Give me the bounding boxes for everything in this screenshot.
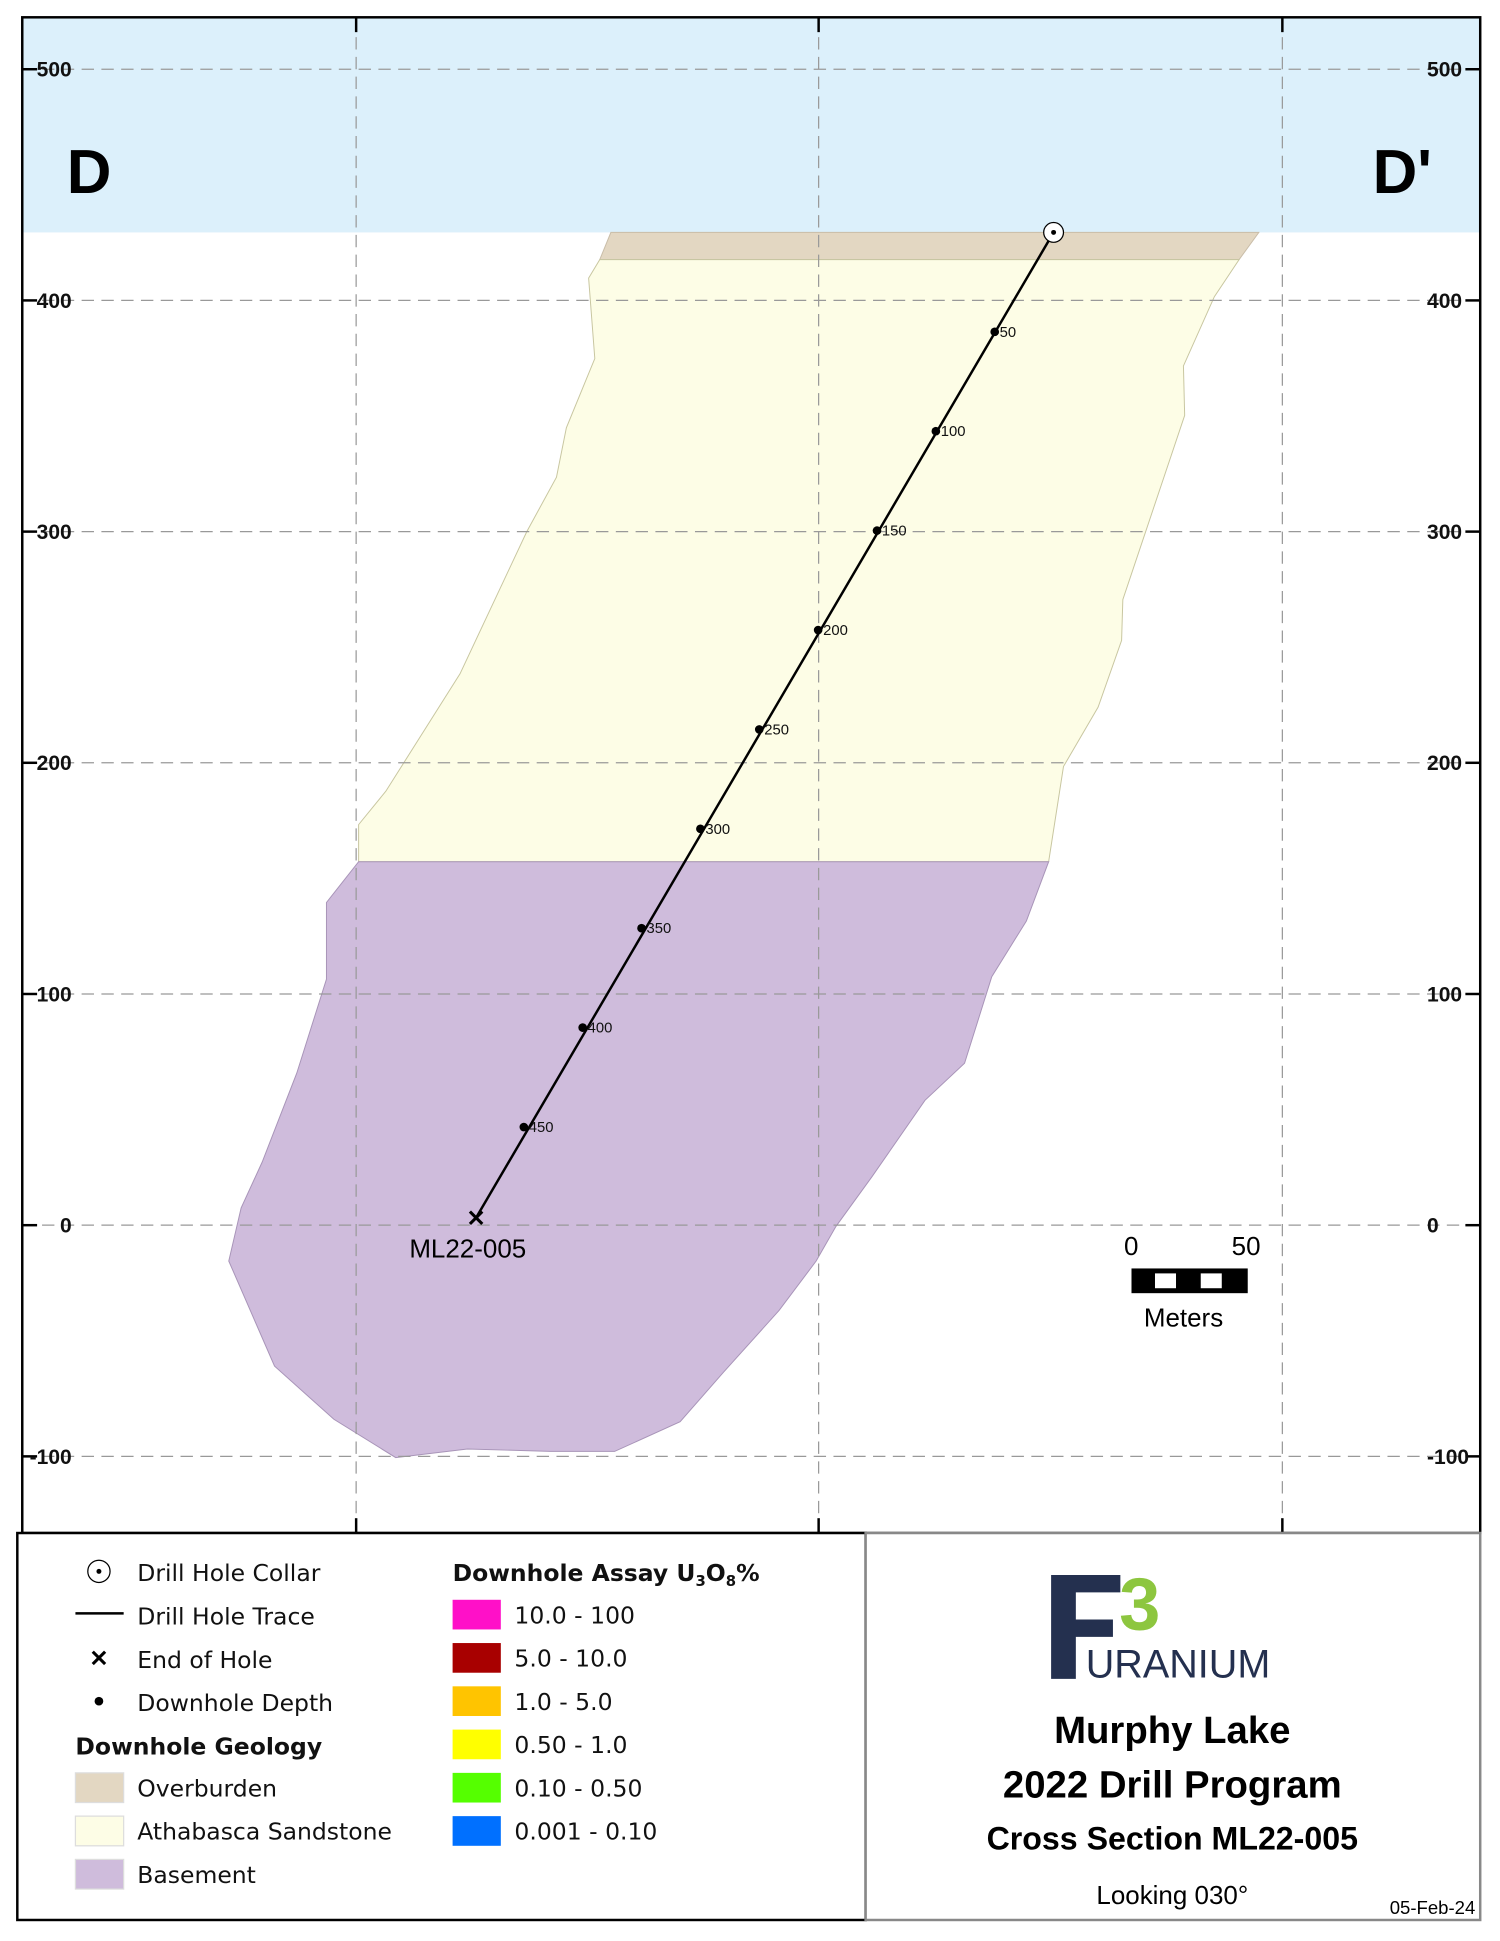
depth-label: 450 (529, 1120, 554, 1136)
elevation-label-left: 300 (37, 521, 72, 544)
elevation-label-right: 400 (1427, 290, 1462, 313)
elevation-label-left: 200 (37, 752, 72, 775)
assay-label: 0.001 - 0.10 (514, 1818, 657, 1846)
geology-title: Downhole Geology (75, 1732, 322, 1760)
scale-bar (1131, 1268, 1248, 1294)
assay-title: Downhole Assay U3O8% (453, 1559, 760, 1590)
depth-marker (813, 625, 823, 635)
grid-lines (355, 17, 1283, 1534)
depth-marker (754, 725, 764, 734)
project-title: Murphy Lake (1054, 1709, 1290, 1752)
assay-label: 0.50 - 1.0 (514, 1731, 627, 1759)
depth-label: 350 (646, 921, 671, 937)
geology-label: Basement (137, 1861, 256, 1889)
depth-marker (990, 327, 1000, 337)
elevation-label-left: 500 (37, 59, 72, 82)
elevation-label-left: 400 (37, 290, 72, 313)
elevation-label-right: 500 (1427, 59, 1462, 82)
elevation-label-right: 300 (1427, 521, 1462, 544)
assay-label: 5.0 - 10.0 (514, 1645, 627, 1673)
depth-label: 250 (764, 722, 789, 738)
assay-swatch (452, 1599, 501, 1630)
legend-end-of-hole: End of Hole (137, 1646, 272, 1674)
elevation-label-left: 0 (60, 1215, 72, 1238)
geology-swatch (74, 1858, 125, 1890)
depth-label: 50 (1000, 325, 1017, 341)
elevation-label-left: 100 (37, 983, 72, 1006)
scale-end: 50 (1232, 1231, 1261, 1261)
tick-marks (354, 17, 1284, 1534)
svg-text:3: 3 (1119, 1562, 1160, 1645)
svg-text:URANIUM: URANIUM (1086, 1643, 1271, 1687)
assay-swatch (452, 1686, 501, 1716)
geology-swatch (74, 1815, 125, 1847)
geology-label: Athabasca Sandstone (137, 1818, 392, 1846)
drill-hole-trace (475, 231, 1055, 1219)
depth-label: 150 (882, 524, 907, 540)
end-of-hole-icon (468, 1210, 484, 1226)
collar-center (1051, 229, 1057, 235)
depth-label: 200 (823, 623, 848, 639)
basement-unit (228, 861, 1050, 1459)
map-date: 05-Feb-24 (1390, 1897, 1476, 1918)
assay-swatch (452, 1772, 501, 1803)
collar-legend-dot (96, 1568, 102, 1574)
section-label-right: D' (1373, 138, 1432, 207)
scale-unit: Meters (1144, 1303, 1223, 1333)
air-band (22, 17, 1481, 233)
depth-label: 400 (588, 1021, 613, 1037)
section-title: Cross Section ML22-005 (987, 1821, 1358, 1857)
sandstone-unit (358, 259, 1241, 863)
depth-label: 100 (941, 424, 966, 440)
hole-name-label: ML22-005 (409, 1233, 526, 1263)
depth-marker (931, 426, 941, 436)
depth-legend-icon (94, 1696, 104, 1706)
end-of-hole-legend-icon (91, 1650, 107, 1666)
depth-marker (696, 824, 705, 834)
assay-label: 1.0 - 5.0 (514, 1688, 612, 1716)
assay-label: 10.0 - 100 (514, 1601, 635, 1629)
assay-label: 0.10 - 0.50 (514, 1774, 642, 1802)
looking-direction: Looking 030° (1096, 1880, 1248, 1910)
legend-trace: Drill Hole Trace (137, 1603, 315, 1631)
f3-uranium-logo: 3 URANIUM (1051, 1562, 1271, 1687)
legend-panel (16, 1531, 867, 1922)
elevation-label-right: 200 (1427, 752, 1462, 775)
depth-marker (872, 526, 882, 535)
elevation-label-right: -100 (1427, 1446, 1469, 1469)
elevation-label-right: 100 (1427, 983, 1462, 1006)
legend-collar: Drill Hole Collar (137, 1559, 320, 1587)
assay-swatch (452, 1816, 501, 1846)
depth-label: 300 (705, 822, 730, 838)
assay-swatch (452, 1643, 501, 1673)
depth-marker (578, 1023, 588, 1032)
elevation-label-right: 0 (1427, 1215, 1439, 1238)
depth-marker (519, 1122, 529, 1132)
depth-marker (637, 923, 646, 933)
geology-swatch (74, 1772, 125, 1804)
elevation-label-left: -100 (30, 1446, 72, 1469)
overburden-unit (599, 231, 1260, 261)
title-block (864, 1531, 1482, 1922)
legend-depth: Downhole Depth (137, 1689, 333, 1717)
geology-label: Overburden (137, 1774, 277, 1802)
scale-start: 0 (1124, 1231, 1138, 1261)
program-title: 2022 Drill Program (1003, 1764, 1342, 1807)
assay-swatch (452, 1729, 501, 1760)
section-label-left: D (67, 138, 112, 207)
